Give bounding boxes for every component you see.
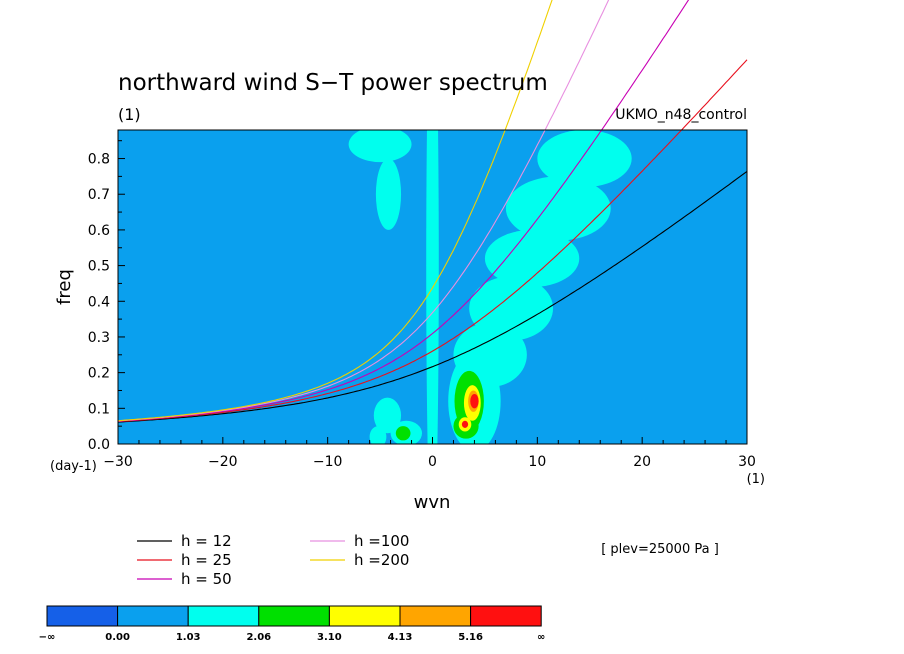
- x-tick-label: 0: [428, 454, 437, 470]
- contour-feature: [469, 276, 554, 341]
- y-axis-label: freq: [54, 269, 75, 305]
- colorbar: −∞ 0.00 1.03 2.06 3.10 4.13 5.16 ∞: [39, 605, 545, 643]
- dispersion-curves: [118, 0, 748, 423]
- y-tick-label: 0.1: [88, 401, 110, 417]
- y-tick-label: 0.4: [88, 294, 110, 310]
- dataset-label: UKMO_n48_control: [615, 107, 747, 123]
- dispersion-curve: [118, 0, 553, 422]
- contour-feature: [348, 130, 412, 163]
- x-axis-unit: (1): [747, 472, 765, 487]
- colorbar-label: ∞: [537, 632, 545, 643]
- x-tick-label: −20: [208, 454, 238, 470]
- colorbar-label: 0.00: [105, 632, 130, 643]
- contour-feature: [375, 158, 402, 230]
- colorbar-swatch: [470, 605, 542, 627]
- colorbar-label: 4.13: [388, 632, 413, 643]
- colorbar-swatch: [117, 605, 189, 627]
- x-axis-label: wvn: [414, 492, 451, 513]
- chart-title: northward wind S−T power spectrum: [118, 70, 548, 96]
- legend-label: h = 50: [181, 570, 232, 588]
- y-tick-label: 0.7: [88, 187, 110, 203]
- y-tick-label: 0.6: [88, 223, 110, 239]
- y-tick-label: 0.0: [88, 437, 110, 453]
- colorbar-label: 1.03: [176, 632, 201, 643]
- contour-feature: [369, 426, 387, 444]
- contour-feature: [395, 426, 411, 441]
- contour-feature: [484, 229, 580, 287]
- contour-feature: [373, 397, 402, 434]
- colorbar-swatch: [399, 605, 472, 627]
- colorbar-label: 5.16: [458, 632, 483, 643]
- y-tick-label: 0.2: [88, 366, 110, 382]
- dispersion-curve: [118, 59, 748, 423]
- contour-feature: [537, 130, 632, 188]
- axis-ticks: −30 −20 −10 0 10 20 30 0.0 0.1 0.2 0.3 0.4 0.5 0.6 0.7…: [88, 140, 756, 470]
- colorbar-swatch: [187, 605, 260, 627]
- legend-label: h = 25: [181, 551, 232, 569]
- contour-feature: [505, 176, 611, 241]
- colorbar-label: 2.06: [246, 632, 271, 643]
- contour-feature: [461, 420, 469, 428]
- legend-label: h =100: [354, 532, 409, 550]
- y-tick-label: 0.3: [88, 330, 110, 346]
- dispersion-curve: [118, 170, 748, 423]
- x-tick-label: 20: [633, 454, 651, 470]
- x-tick-label: −30: [103, 454, 133, 470]
- dispersion-curve: [118, 0, 690, 422]
- legend-label: h = 12: [181, 532, 232, 550]
- colorbar-label: 3.10: [317, 632, 342, 643]
- y-tick-label: 0.8: [88, 152, 110, 168]
- legend-label: h =200: [354, 551, 409, 569]
- y-tick-label: 0.5: [88, 259, 110, 275]
- colorbar-label: −∞: [39, 632, 56, 643]
- y-axis-unit: (day-1): [50, 459, 97, 474]
- colorbar-swatch: [258, 605, 330, 627]
- plev-annotation: [ plev=25000 Pa ]: [601, 542, 719, 557]
- contour-feature: [470, 394, 479, 409]
- chart-subtitle: (1): [118, 105, 141, 124]
- x-tick-label: 30: [738, 454, 756, 470]
- colorbar-swatch: [328, 605, 401, 627]
- x-tick-label: 10: [528, 454, 546, 470]
- power-contours: [348, 130, 632, 444]
- dispersion-curve: [118, 0, 610, 422]
- x-tick-label: −10: [313, 454, 343, 470]
- colorbar-swatch: [46, 605, 119, 627]
